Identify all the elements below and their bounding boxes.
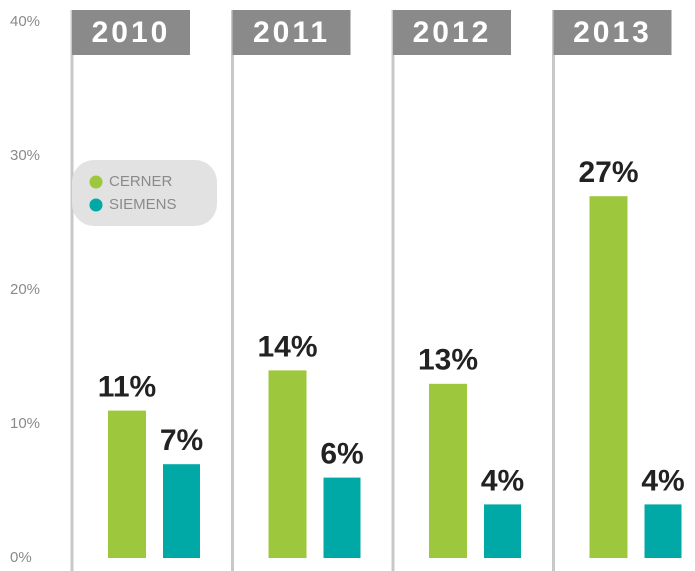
legend-marker — [89, 175, 103, 189]
legend-box — [72, 160, 217, 226]
data-label: 7% — [160, 424, 203, 457]
legend-marker — [89, 198, 103, 212]
bar — [323, 477, 361, 558]
bar — [429, 383, 467, 558]
data-label: 14% — [257, 330, 317, 363]
year-header — [232, 10, 351, 55]
bar — [589, 196, 628, 558]
year-header — [553, 10, 672, 55]
y-tick-label: 0% — [10, 549, 32, 566]
legend-label: SIEMENS — [109, 196, 177, 213]
bar — [108, 410, 146, 558]
y-tick-label: 10% — [10, 415, 40, 432]
data-label: 6% — [320, 438, 363, 471]
bar — [268, 370, 307, 558]
data-label: 4% — [481, 464, 524, 497]
data-label: 4% — [641, 464, 684, 497]
bar — [163, 464, 200, 558]
legend-label: CERNER — [109, 173, 173, 190]
data-label: 11% — [98, 371, 156, 404]
x-tick-label: 2012 — [413, 16, 492, 49]
x-tick-label: 2013 — [573, 16, 652, 49]
year-header — [393, 10, 511, 55]
y-tick-label: 30% — [10, 147, 40, 164]
year-header — [72, 10, 190, 55]
x-tick-label: 2011 — [253, 16, 330, 49]
x-tick-label: 2010 — [92, 16, 171, 49]
y-tick-label: 20% — [10, 281, 40, 298]
bar — [644, 504, 682, 558]
data-label: 13% — [418, 344, 478, 377]
y-tick-label: 40% — [10, 13, 40, 30]
bar — [484, 504, 521, 558]
data-label: 27% — [578, 156, 638, 189]
